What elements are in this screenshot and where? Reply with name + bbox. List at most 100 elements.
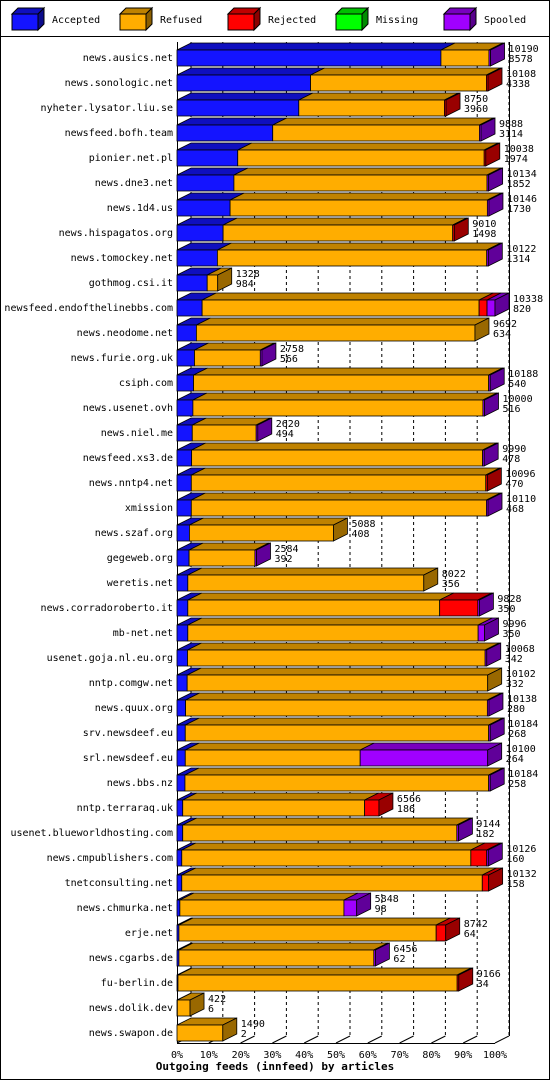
bar-top — [359, 742, 502, 751]
bar-front — [185, 699, 488, 717]
bar-front — [181, 874, 483, 892]
accepted-label: 342 — [505, 654, 523, 665]
bar-segment — [192, 392, 498, 417]
total-label: 10338 — [513, 294, 543, 305]
bar-segment — [233, 167, 502, 192]
tick-mark — [335, 1035, 351, 1044]
bar-front — [216, 249, 488, 267]
accepted-label: 494 — [276, 429, 294, 440]
bar-front — [176, 999, 191, 1017]
bar-top — [179, 892, 359, 901]
accepted-label: 634 — [493, 329, 511, 340]
total-label: 10038 — [504, 144, 534, 155]
bar-front — [178, 924, 437, 942]
total-label: 6456 — [393, 944, 417, 955]
bar-segment — [216, 242, 501, 267]
accepted-label: 984 — [236, 279, 254, 290]
bar-segment — [237, 142, 499, 167]
bar-front — [176, 124, 274, 142]
bar-top — [229, 192, 502, 201]
bar-side — [445, 917, 461, 942]
total-label: 5848 — [375, 894, 399, 905]
bar-front — [191, 449, 483, 467]
accepted-label: 264 — [506, 754, 524, 765]
bar-front — [179, 899, 345, 917]
y-tick-label: gegeweb.org — [107, 553, 173, 564]
bar-front — [187, 599, 441, 617]
total-label: 5088 — [351, 519, 375, 530]
bar-segment — [185, 692, 502, 717]
y-tick-label: xmission — [125, 503, 173, 514]
tick-mark — [240, 1035, 255, 1044]
bar-side — [257, 417, 273, 442]
bar-segment — [182, 792, 379, 817]
y-tick-label: srl.newsdeef.eu — [83, 753, 173, 764]
bar-segment — [488, 717, 505, 742]
bar-side — [489, 717, 505, 742]
total-label: 10108 — [506, 69, 536, 80]
bar-side — [484, 617, 499, 642]
x-tick-label: 10% — [200, 1050, 218, 1061]
bar-top — [193, 367, 503, 376]
bar-front — [182, 799, 366, 817]
bar-side — [486, 642, 502, 667]
bar-side — [488, 167, 504, 192]
bar-front — [176, 149, 239, 167]
bar-front — [176, 349, 195, 367]
bar-side — [489, 367, 505, 392]
total-label: 10110 — [506, 494, 536, 505]
tick-mark — [431, 1035, 446, 1044]
bar-top — [191, 442, 497, 451]
bar-front — [176, 49, 442, 67]
bar-front — [176, 599, 189, 617]
bar-top — [187, 567, 438, 576]
bar-segment — [190, 492, 501, 517]
total-label: 10122 — [506, 244, 536, 255]
bar-side — [484, 392, 499, 417]
bar-front — [188, 549, 256, 567]
bar-segment — [190, 467, 500, 492]
bar-segment — [201, 292, 494, 317]
bar-top — [178, 942, 389, 951]
bar-front — [176, 224, 224, 242]
bar-front — [176, 799, 184, 817]
accepted-label: 4338 — [506, 79, 530, 90]
bar-front — [195, 324, 476, 342]
bar-side — [189, 992, 205, 1017]
bar-segment — [179, 892, 359, 917]
bar-segment — [181, 867, 497, 892]
y-tick-label: news.swapon.de — [89, 1028, 173, 1039]
bar-segment — [255, 417, 273, 442]
bar-segment — [206, 267, 233, 292]
legend-swatch — [119, 13, 147, 31]
bar-front — [190, 499, 487, 517]
bar-front — [222, 224, 454, 242]
accepted-label: 332 — [506, 679, 524, 690]
bar-front — [184, 724, 490, 742]
accepted-label: 268 — [508, 729, 526, 740]
bar-side — [333, 517, 348, 542]
bar-side — [485, 142, 501, 167]
bar-segment — [484, 642, 502, 667]
bar-segment — [176, 92, 313, 117]
y-tick-label: news.dne3.net — [95, 178, 173, 189]
bar-top — [187, 642, 500, 651]
total-label: 9010 — [472, 219, 496, 230]
bar-segment — [222, 217, 467, 242]
x-tick-label: 100% — [483, 1050, 507, 1061]
bar-segment — [176, 117, 287, 142]
bar-top — [176, 42, 456, 51]
bar-segment — [176, 1017, 238, 1042]
bar-segment — [178, 942, 389, 967]
bar-segment — [477, 617, 499, 642]
total-label: 10100 — [506, 744, 536, 755]
bar-segment — [176, 317, 211, 342]
y-tick-label: news.sonologic.net — [65, 78, 173, 89]
accepted-label: 470 — [505, 479, 523, 490]
bar-side — [487, 667, 503, 692]
total-label: 9144 — [476, 819, 500, 830]
total-label: 8022 — [442, 569, 466, 580]
y-tick-label: nntp.comgw.net — [89, 678, 173, 689]
bar-segment — [488, 42, 505, 67]
bar-front — [486, 299, 496, 317]
